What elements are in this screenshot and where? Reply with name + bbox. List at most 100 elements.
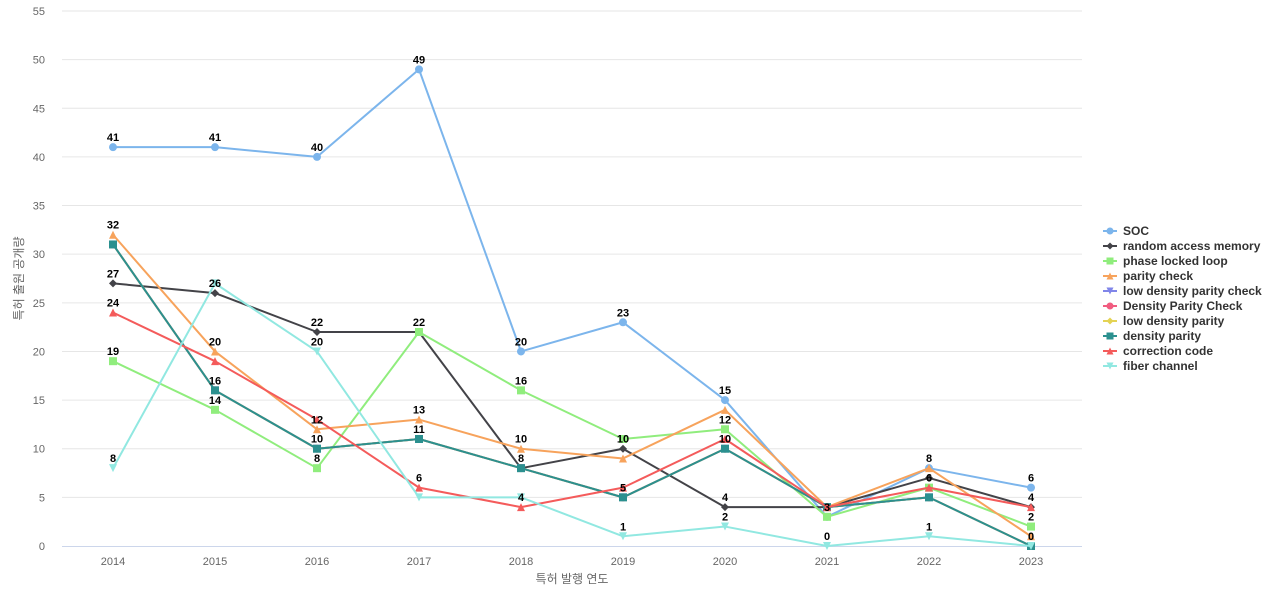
data-point[interactable]: [415, 435, 423, 443]
series-line[interactable]: [112, 233, 1032, 538]
legend-label[interactable]: fiber channel: [1123, 359, 1198, 373]
legend-label[interactable]: random access memory: [1123, 239, 1261, 253]
data-point[interactable]: [313, 347, 321, 356]
legend-symbol[interactable]: [1106, 332, 1114, 340]
legend-symbol[interactable]: [1106, 242, 1114, 250]
legend-label[interactable]: low density parity: [1123, 314, 1225, 328]
data-point[interactable]: [925, 493, 933, 502]
x-tick-label: 2017: [407, 556, 431, 568]
data-point[interactable]: [313, 152, 321, 161]
legend-item[interactable]: SOC: [1103, 224, 1149, 238]
legend-symbol[interactable]: [1106, 362, 1114, 370]
legend-label[interactable]: correction code: [1123, 344, 1213, 358]
data-point[interactable]: [925, 473, 933, 482]
data-point[interactable]: [925, 483, 933, 492]
data-point[interactable]: [721, 425, 729, 434]
series-line[interactable]: [112, 243, 1032, 547]
data-point[interactable]: [109, 464, 117, 473]
legend-label[interactable]: parity check: [1123, 269, 1193, 283]
data-label: 20: [311, 336, 323, 348]
data-point[interactable]: [109, 230, 117, 239]
data-point[interactable]: [313, 425, 321, 434]
data-point[interactable]: [211, 279, 219, 288]
data-point[interactable]: [619, 435, 627, 443]
data-point[interactable]: [109, 308, 117, 317]
data-point[interactable]: [721, 435, 729, 443]
data-point[interactable]: [823, 542, 831, 550]
legend-symbol[interactable]: [1106, 302, 1114, 310]
data-point[interactable]: [1027, 503, 1035, 512]
data-point[interactable]: [619, 532, 627, 541]
legend-item[interactable]: random access memory: [1103, 239, 1261, 253]
data-point[interactable]: [1027, 532, 1035, 541]
data-point[interactable]: [721, 405, 729, 414]
data-point[interactable]: [619, 493, 627, 502]
data-point[interactable]: [1027, 522, 1035, 531]
legend-symbol[interactable]: [1106, 317, 1114, 325]
legend-label[interactable]: density parity: [1123, 329, 1201, 343]
data-point[interactable]: [619, 444, 627, 453]
data-label: 22: [311, 317, 323, 329]
data-point[interactable]: [823, 503, 831, 512]
data-point[interactable]: [211, 347, 219, 356]
data-point[interactable]: [415, 65, 423, 74]
legend-symbol[interactable]: [1106, 227, 1114, 235]
data-point[interactable]: [313, 415, 321, 424]
legend-item[interactable]: density parity: [1103, 329, 1201, 343]
data-point[interactable]: [721, 503, 729, 512]
data-point[interactable]: [619, 454, 627, 463]
legend-item[interactable]: fiber channel: [1103, 359, 1198, 373]
data-point[interactable]: [517, 503, 525, 512]
data-point[interactable]: [517, 347, 525, 356]
data-point[interactable]: [721, 522, 729, 531]
legend-symbol[interactable]: [1106, 287, 1114, 295]
data-point[interactable]: [517, 444, 525, 453]
data-point[interactable]: [517, 464, 525, 473]
data-point[interactable]: [619, 483, 627, 492]
data-point[interactable]: [517, 386, 525, 395]
data-point[interactable]: [109, 357, 117, 366]
data-point[interactable]: [109, 240, 117, 249]
data-point[interactable]: [415, 328, 423, 336]
legend-item[interactable]: correction code: [1103, 344, 1213, 358]
legend-item[interactable]: Density Parity Check: [1103, 299, 1243, 313]
data-point[interactable]: [1027, 542, 1035, 550]
data-point[interactable]: [313, 328, 321, 336]
data-point[interactable]: [109, 279, 117, 288]
legend-label[interactable]: phase locked loop: [1123, 254, 1228, 268]
legend-label[interactable]: low density parity check: [1123, 284, 1262, 298]
data-point[interactable]: [109, 143, 117, 152]
data-point[interactable]: [211, 289, 219, 298]
legend-item[interactable]: low density parity: [1103, 314, 1225, 328]
data-point[interactable]: [211, 143, 219, 152]
data-point[interactable]: [313, 464, 321, 473]
data-point[interactable]: [415, 415, 423, 424]
data-point[interactable]: [415, 493, 423, 502]
series-line[interactable]: [112, 68, 1032, 518]
legend-label[interactable]: SOC: [1123, 224, 1149, 238]
series-line[interactable]: [112, 311, 1032, 509]
series-line[interactable]: [112, 282, 1032, 547]
data-point[interactable]: [211, 405, 219, 414]
data-point[interactable]: [211, 357, 219, 366]
data-point[interactable]: [1027, 483, 1035, 492]
legend-item[interactable]: phase locked loop: [1103, 254, 1228, 268]
data-point[interactable]: [721, 396, 729, 405]
data-point[interactable]: [211, 386, 219, 395]
legend-label[interactable]: Density Parity Check: [1123, 299, 1243, 313]
data-point[interactable]: [517, 493, 525, 502]
data-point[interactable]: [313, 444, 321, 453]
data-point[interactable]: [721, 444, 729, 453]
series-line[interactable]: [112, 282, 1032, 509]
data-point[interactable]: [925, 532, 933, 541]
legend-symbol[interactable]: [1106, 272, 1114, 280]
legend-symbol[interactable]: [1106, 257, 1114, 265]
legend-symbol[interactable]: [1106, 347, 1114, 355]
data-point[interactable]: [415, 483, 423, 492]
legend-item[interactable]: low density parity check: [1103, 284, 1262, 298]
data-point[interactable]: [925, 464, 933, 473]
legend-item[interactable]: parity check: [1103, 269, 1193, 283]
data-point[interactable]: [619, 318, 627, 327]
data-point[interactable]: [823, 512, 831, 521]
